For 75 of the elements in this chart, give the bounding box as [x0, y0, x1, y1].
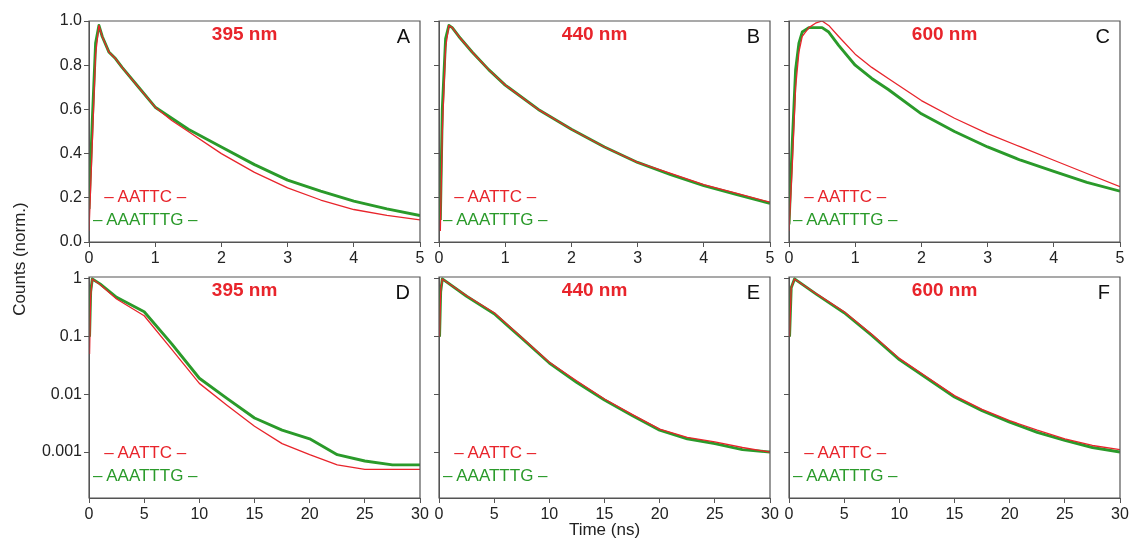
x-tick-label: 4: [699, 249, 709, 267]
x-tick-label: 0: [84, 505, 94, 523]
text: – AAATTTG –: [92, 465, 199, 485]
y-tick-label: 1.0: [59, 11, 83, 29]
x-tick-label: 1: [150, 249, 160, 267]
x-tick-label: 25: [705, 505, 724, 523]
x-tick-label: 1: [850, 249, 860, 267]
chart-title: 440 nm: [561, 23, 628, 45]
series-label: – AATTC –: [804, 187, 887, 207]
x-tick-label: 15: [595, 505, 614, 523]
x-tick-label: 25: [355, 505, 374, 523]
x-tick-label: 2: [216, 249, 226, 267]
text: – AAATTTG –: [792, 465, 899, 485]
x-tick-label: 2: [566, 249, 576, 267]
series-label: – AAATTTG –: [792, 209, 899, 229]
x-tick-label: 5: [139, 505, 149, 523]
x-tick-label: 15: [245, 505, 264, 523]
x-tick-label: 10: [890, 505, 909, 523]
x-axis-title: Time (ns): [568, 520, 641, 540]
x-tick-label: 10: [540, 505, 559, 523]
x-tick-label: 30: [1111, 505, 1129, 523]
chart-title: 395 nm: [211, 23, 278, 45]
x-tick-label: 10: [190, 505, 209, 523]
x-tick-label: 0: [84, 249, 94, 267]
chart-title: 440 nm: [561, 279, 628, 301]
y-tick-label: 0.6: [59, 99, 83, 117]
annotation: C: [1095, 24, 1110, 47]
x-tick-label: 3: [283, 249, 293, 267]
x-tick-label: 0: [784, 249, 794, 267]
y-tick-label: 0.01: [50, 384, 83, 402]
x-tick-label: 5: [765, 249, 775, 267]
text: – AAATTTG –: [442, 465, 549, 485]
series-label: – AATTC –: [104, 187, 187, 207]
text: – AATTC –: [454, 443, 537, 463]
x-tick-label: 20: [300, 505, 319, 523]
annotation: B: [746, 24, 760, 47]
y-tick-label: 0.1: [59, 327, 83, 345]
x-tick-label: 5: [1115, 249, 1125, 267]
x-tick-label: 4: [349, 249, 359, 267]
x-tick-label: 30: [411, 505, 429, 523]
series-label: – AAATTTG –: [92, 209, 199, 229]
x-tick-label: 2: [916, 249, 926, 267]
x-tick-label: 0: [434, 505, 444, 523]
y-tick-label: 0.4: [59, 144, 83, 162]
x-tick-label: 4: [1049, 249, 1059, 267]
x-tick-label: 25: [1055, 505, 1074, 523]
x-tick-label: 0: [784, 505, 794, 523]
x-tick-label: 0: [434, 249, 444, 267]
x-tick-label: 20: [650, 505, 669, 523]
annotation: E: [746, 280, 760, 303]
y-tick-label: 1: [73, 269, 83, 287]
chart-title: 600 nm: [911, 279, 978, 301]
annotation: A: [396, 24, 411, 47]
x-tick-label: 20: [1000, 505, 1019, 523]
x-tick-label: 1: [500, 249, 510, 267]
y-tick-label: 0.8: [59, 55, 83, 73]
chart-title: 395 nm: [211, 279, 278, 301]
chart-title: 600 nm: [911, 23, 978, 45]
y-tick-label: 0.001: [41, 442, 83, 460]
text: – AATTC –: [104, 443, 187, 463]
x-tick-label: 3: [983, 249, 993, 267]
annotation: F: [1097, 280, 1110, 303]
x-tick-label: 5: [415, 249, 425, 267]
text: – AATTC –: [804, 443, 887, 463]
series-label: – AAATTTG –: [442, 209, 549, 229]
y-tick-label: 0.0: [59, 232, 83, 250]
y-tick-label: 0.2: [59, 188, 83, 206]
annotation: D: [395, 280, 410, 303]
x-tick-label: 3: [633, 249, 643, 267]
x-tick-label: 15: [945, 505, 964, 523]
y-axis-title: Counts (norm.): [10, 202, 30, 316]
x-tick-label: 30: [761, 505, 779, 523]
x-tick-label: 5: [839, 505, 849, 523]
x-tick-label: 5: [489, 505, 499, 523]
series-label: – AATTC –: [454, 187, 537, 207]
